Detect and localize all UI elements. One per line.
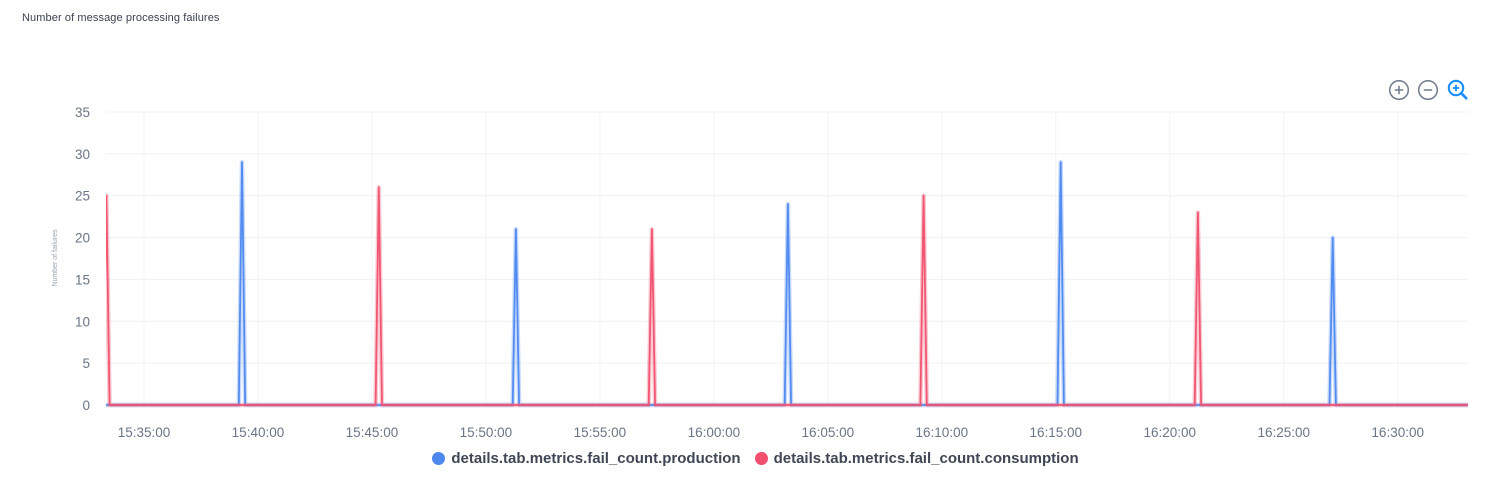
consumption-series-swatch (754, 452, 768, 465)
production-series-label: details.tab.metrics.fail_count.productio… (451, 450, 741, 467)
svg-text:16:00:00: 16:00:00 (688, 425, 741, 440)
svg-text:16:10:00: 16:10:00 (916, 425, 969, 440)
circled-minus-icon (1417, 79, 1439, 101)
svg-text:20: 20 (75, 231, 90, 246)
chart-legend: details.tab.metrics.fail_count.productio… (0, 450, 1511, 467)
svg-text:5: 5 (82, 356, 90, 371)
svg-text:25: 25 (75, 189, 90, 204)
zoom-toolbar (1388, 78, 1470, 102)
magnifier-plus-icon (1447, 79, 1468, 100)
svg-text:0: 0 (82, 398, 90, 413)
svg-text:16:30:00: 16:30:00 (1371, 425, 1424, 440)
svg-text:Number of failures: Number of failures (52, 229, 59, 287)
zoom-out-button[interactable] (1417, 79, 1439, 101)
svg-text:15:50:00: 15:50:00 (460, 425, 513, 440)
svg-text:15:55:00: 15:55:00 (574, 425, 627, 440)
zoom-select-button[interactable] (1446, 78, 1470, 102)
svg-text:16:25:00: 16:25:00 (1257, 425, 1310, 440)
production-series-swatch (432, 452, 446, 465)
svg-text:10: 10 (75, 314, 90, 329)
svg-text:16:15:00: 16:15:00 (1030, 425, 1083, 440)
circled-plus-icon (1388, 79, 1410, 101)
zoom-in-button[interactable] (1388, 79, 1410, 101)
svg-text:16:05:00: 16:05:00 (802, 425, 855, 440)
svg-text:15:35:00: 15:35:00 (118, 425, 171, 440)
legend-item-consumption[interactable]: details.tab.metrics.fail_count.consumpti… (754, 450, 1079, 467)
svg-text:30: 30 (75, 147, 90, 162)
svg-text:15:40:00: 15:40:00 (232, 425, 285, 440)
legend-item-production[interactable]: details.tab.metrics.fail_count.productio… (432, 450, 741, 467)
chart-title: Number of message processing failures (22, 12, 220, 24)
svg-text:15: 15 (75, 272, 90, 287)
svg-text:15:45:00: 15:45:00 (346, 425, 399, 440)
svg-text:35: 35 (75, 105, 90, 120)
consumption-series-label: details.tab.metrics.fail_count.consumpti… (773, 450, 1079, 467)
svg-text:16:20:00: 16:20:00 (1143, 425, 1196, 440)
